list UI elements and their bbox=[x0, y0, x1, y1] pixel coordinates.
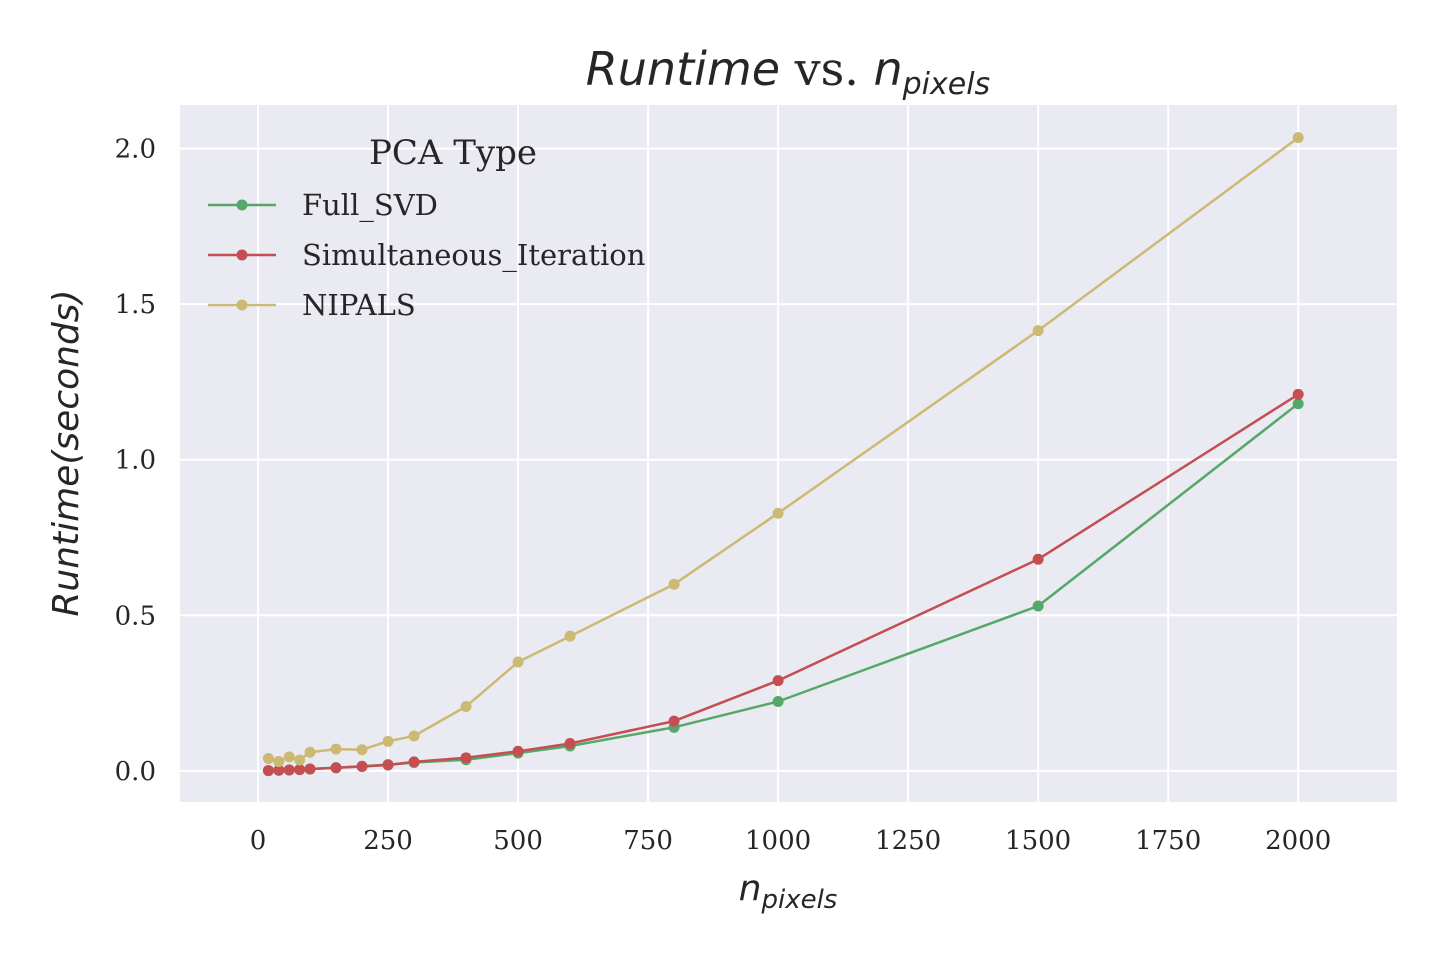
x-tick-label: 1250 bbox=[875, 826, 941, 856]
data-point bbox=[1292, 398, 1304, 410]
series-layer bbox=[262, 132, 1304, 777]
legend-title: PCA Type bbox=[369, 133, 537, 173]
data-point bbox=[408, 756, 420, 768]
y-axis-ticks: 0.0 0.5 1.0 1.5 2.0 bbox=[115, 135, 156, 787]
legend-item: Simultaneous_Iteration bbox=[208, 238, 645, 273]
data-point bbox=[273, 764, 285, 776]
chart-title: Runtime vs. npixels bbox=[586, 42, 990, 102]
x-axis-ticks: 0 250 500 750 1000 1250 1500 1750 2000 bbox=[250, 826, 1332, 856]
x-tick-label: 250 bbox=[363, 826, 413, 856]
data-point bbox=[1032, 553, 1044, 565]
data-point bbox=[772, 695, 784, 707]
data-point bbox=[382, 759, 394, 771]
y-tick-label: 0.5 bbox=[115, 601, 156, 631]
legend-label: Simultaneous_Iteration bbox=[302, 238, 645, 273]
data-point bbox=[564, 630, 576, 642]
data-point bbox=[1032, 325, 1044, 337]
grid bbox=[180, 105, 1397, 802]
data-point bbox=[1292, 132, 1304, 144]
legend-marker bbox=[236, 299, 248, 311]
data-point bbox=[668, 578, 680, 590]
data-point bbox=[460, 700, 472, 712]
x-tick-label: 2000 bbox=[1265, 826, 1331, 856]
data-point bbox=[330, 743, 342, 755]
data-point bbox=[564, 738, 576, 750]
data-point bbox=[273, 756, 285, 768]
xlabel-var: n bbox=[739, 868, 762, 909]
data-point bbox=[512, 656, 524, 668]
data-point bbox=[512, 745, 524, 757]
title-var: n bbox=[873, 42, 902, 96]
data-point bbox=[1032, 600, 1044, 612]
data-point bbox=[283, 751, 295, 763]
legend-item: Full_SVD bbox=[208, 188, 438, 223]
data-point bbox=[283, 764, 295, 776]
legend-marker bbox=[236, 249, 248, 261]
series-nipals bbox=[262, 132, 1304, 768]
data-point bbox=[1292, 388, 1304, 400]
title-separator: vs. bbox=[780, 42, 873, 96]
data-point bbox=[382, 735, 394, 747]
y-tick-label: 1.5 bbox=[115, 290, 156, 320]
x-tick-label: 750 bbox=[623, 826, 673, 856]
y-tick-label: 2.0 bbox=[115, 135, 156, 165]
data-point bbox=[668, 715, 680, 727]
data-point bbox=[330, 762, 342, 774]
data-point bbox=[262, 765, 274, 777]
legend: PCA Type Full_SVD Simultaneous_Iteration N… bbox=[208, 133, 645, 322]
legend-label: NIPALS bbox=[302, 288, 416, 322]
y-axis-label: Runtime(seconds) bbox=[46, 289, 87, 616]
xlabel-var-sub: pixels bbox=[760, 885, 837, 915]
plot-area bbox=[180, 105, 1397, 802]
data-point bbox=[294, 754, 306, 766]
legend-item: NIPALS bbox=[208, 288, 416, 322]
data-point bbox=[772, 675, 784, 687]
data-point bbox=[772, 507, 784, 519]
y-tick-label: 0.0 bbox=[115, 757, 156, 787]
x-axis-label: npixels bbox=[739, 868, 838, 915]
data-point bbox=[304, 746, 316, 758]
data-point bbox=[262, 752, 274, 764]
x-tick-label: 1500 bbox=[1005, 826, 1071, 856]
title-var-sub: pixels bbox=[902, 67, 991, 102]
data-point bbox=[460, 752, 472, 764]
data-point bbox=[356, 761, 368, 773]
legend-label: Full_SVD bbox=[302, 188, 438, 223]
data-point bbox=[304, 763, 316, 775]
series-simultaneous-iteration bbox=[262, 388, 1304, 777]
x-tick-label: 1000 bbox=[745, 826, 811, 856]
legend-marker bbox=[236, 199, 248, 211]
data-point bbox=[408, 730, 420, 742]
data-point bbox=[356, 744, 368, 756]
x-tick-label: 1750 bbox=[1135, 826, 1201, 856]
data-point bbox=[294, 764, 306, 776]
x-tick-label: 500 bbox=[493, 826, 543, 856]
y-tick-label: 1.0 bbox=[115, 446, 156, 476]
x-tick-label: 0 bbox=[250, 826, 267, 856]
title-main: Runtime bbox=[586, 42, 780, 96]
